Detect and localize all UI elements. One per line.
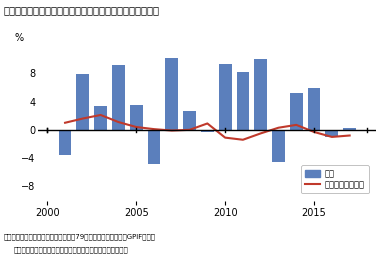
Bar [166, 58, 178, 130]
Legend: 実績, 将来見通しの前提: 実績, 将来見通しの前提 [301, 165, 369, 193]
Bar [76, 74, 89, 130]
Text: 図表２　実質的な運用利回りの実績と将来見通しでの前提: 図表２ 実質的な運用利回りの実績と将来見通しでの前提 [4, 5, 160, 15]
Bar [130, 105, 142, 130]
Bar [59, 130, 71, 155]
Bar [112, 65, 125, 130]
Bar [219, 64, 232, 130]
Text: %: % [15, 33, 24, 43]
Bar [308, 88, 321, 130]
Bar [94, 106, 107, 130]
Bar [326, 130, 338, 137]
Bar [147, 130, 161, 164]
Bar [290, 93, 303, 130]
Bar [272, 130, 285, 162]
Text: る管理積立金の管理及び運用の状況についての評価の結果」: る管理積立金の管理及び運用の状況についての評価の結果」 [13, 247, 128, 253]
Bar [183, 111, 196, 130]
Bar [201, 130, 214, 132]
Bar [237, 72, 249, 130]
Bar [254, 59, 267, 130]
Text: 資料：厚生労働省「厚生年金保险法笩79条の８第２項に基づくGPIFにかか: 資料：厚生労働省「厚生年金保险法笩79条の８第２項に基づくGPIFにかか [4, 234, 156, 240]
Bar [343, 128, 356, 130]
